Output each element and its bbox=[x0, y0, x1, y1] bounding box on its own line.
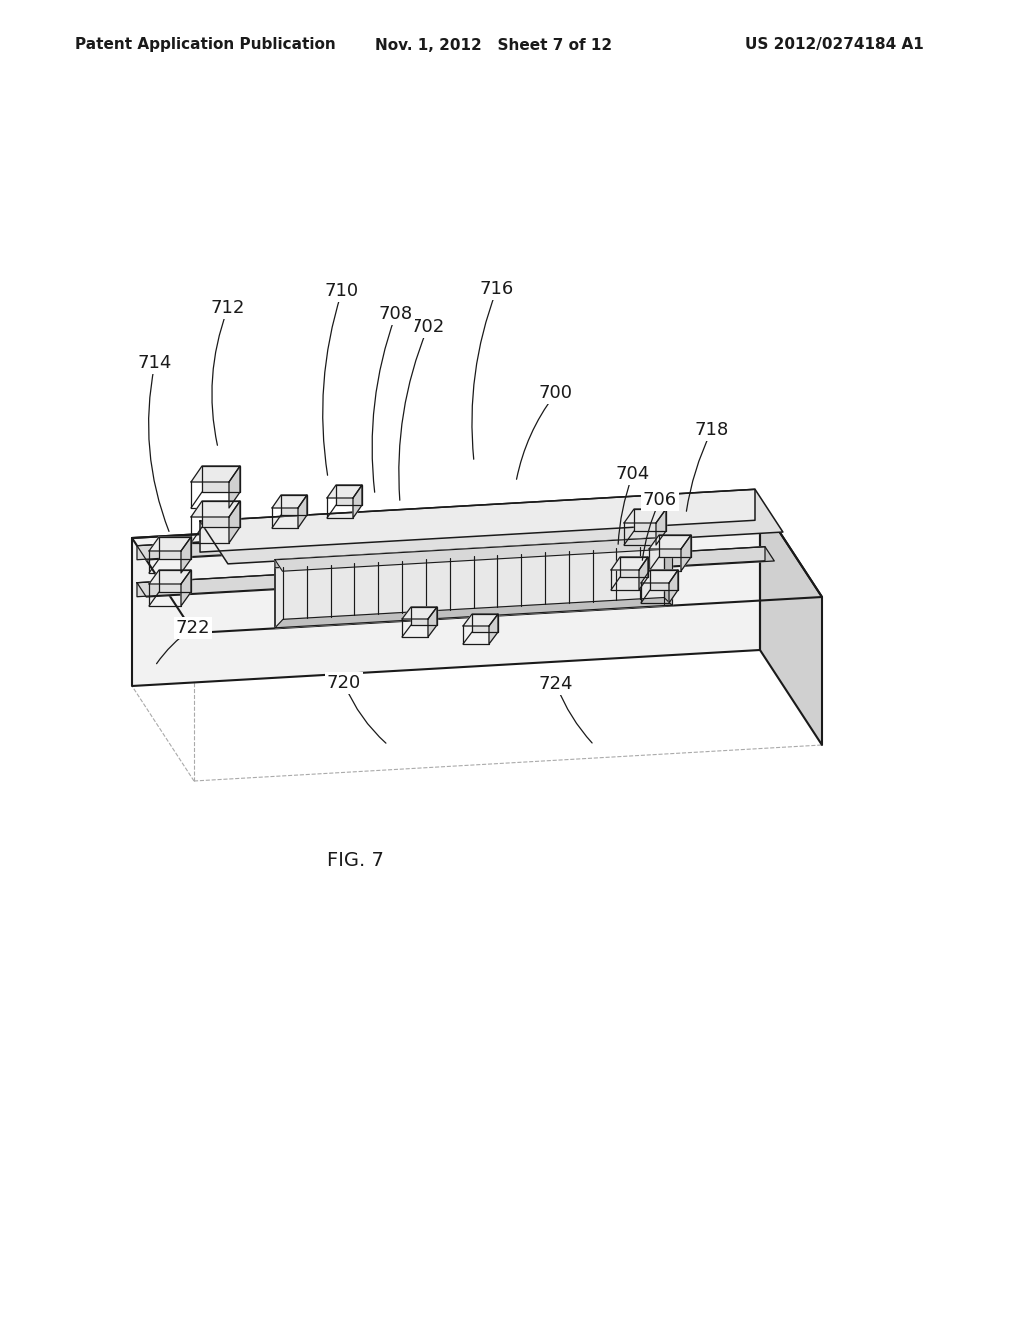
Polygon shape bbox=[181, 570, 191, 606]
Text: 704: 704 bbox=[615, 465, 650, 483]
Text: 710: 710 bbox=[325, 282, 359, 300]
Polygon shape bbox=[202, 502, 240, 527]
Text: US 2012/0274184 A1: US 2012/0274184 A1 bbox=[745, 37, 924, 53]
Polygon shape bbox=[137, 510, 765, 560]
Polygon shape bbox=[150, 537, 191, 550]
Polygon shape bbox=[132, 502, 760, 686]
Text: Patent Application Publication: Patent Application Publication bbox=[75, 37, 336, 53]
Polygon shape bbox=[472, 614, 498, 632]
Polygon shape bbox=[353, 484, 362, 517]
Polygon shape bbox=[336, 484, 362, 506]
Text: 700: 700 bbox=[539, 384, 573, 403]
Text: 720: 720 bbox=[327, 675, 361, 692]
Polygon shape bbox=[132, 502, 822, 634]
Text: 718: 718 bbox=[695, 421, 729, 440]
Polygon shape bbox=[275, 560, 283, 568]
Polygon shape bbox=[402, 607, 437, 619]
Polygon shape bbox=[634, 510, 666, 531]
Polygon shape bbox=[463, 614, 498, 626]
Polygon shape bbox=[137, 546, 765, 597]
Text: Nov. 1, 2012   Sheet 7 of 12: Nov. 1, 2012 Sheet 7 of 12 bbox=[375, 37, 612, 53]
Text: 708: 708 bbox=[379, 305, 413, 323]
Polygon shape bbox=[159, 570, 191, 591]
Polygon shape bbox=[275, 598, 672, 628]
Polygon shape bbox=[664, 537, 672, 605]
Polygon shape bbox=[620, 557, 648, 577]
Polygon shape bbox=[611, 557, 648, 570]
Polygon shape bbox=[298, 495, 307, 528]
Polygon shape bbox=[137, 546, 774, 597]
Polygon shape bbox=[191, 466, 240, 482]
Polygon shape bbox=[649, 535, 691, 549]
Polygon shape bbox=[669, 570, 678, 603]
Polygon shape bbox=[159, 537, 191, 558]
Polygon shape bbox=[275, 537, 680, 572]
Polygon shape bbox=[650, 570, 678, 590]
Polygon shape bbox=[760, 502, 822, 744]
Polygon shape bbox=[639, 557, 648, 590]
Polygon shape bbox=[656, 510, 666, 545]
Polygon shape bbox=[275, 537, 672, 628]
Text: FIG. 7: FIG. 7 bbox=[327, 850, 383, 870]
Polygon shape bbox=[272, 495, 307, 508]
Polygon shape bbox=[202, 466, 240, 492]
Text: 722: 722 bbox=[176, 619, 210, 638]
Polygon shape bbox=[191, 502, 240, 517]
Text: 714: 714 bbox=[138, 354, 172, 372]
Text: 702: 702 bbox=[411, 318, 445, 337]
Polygon shape bbox=[411, 607, 437, 624]
Polygon shape bbox=[281, 495, 307, 515]
Polygon shape bbox=[681, 535, 691, 572]
Polygon shape bbox=[150, 570, 191, 583]
Text: 724: 724 bbox=[539, 675, 573, 693]
Polygon shape bbox=[200, 490, 783, 564]
Polygon shape bbox=[428, 607, 437, 638]
Text: 712: 712 bbox=[211, 300, 245, 317]
Polygon shape bbox=[200, 490, 755, 552]
Polygon shape bbox=[181, 537, 191, 573]
Polygon shape bbox=[137, 510, 774, 560]
Polygon shape bbox=[229, 502, 240, 543]
Polygon shape bbox=[275, 537, 672, 568]
Polygon shape bbox=[624, 510, 666, 523]
Text: 706: 706 bbox=[643, 491, 677, 510]
Text: 716: 716 bbox=[480, 280, 514, 298]
Polygon shape bbox=[659, 535, 691, 557]
Polygon shape bbox=[327, 484, 362, 498]
Polygon shape bbox=[489, 614, 498, 644]
Polygon shape bbox=[229, 466, 240, 508]
Polygon shape bbox=[641, 570, 678, 583]
